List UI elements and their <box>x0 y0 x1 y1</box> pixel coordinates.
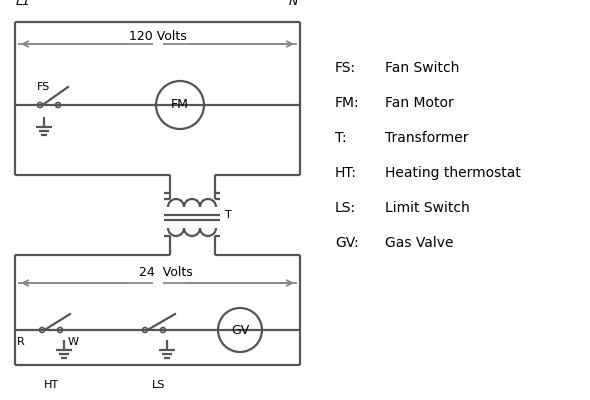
Text: T:: T: <box>335 131 347 145</box>
Text: HT: HT <box>44 380 58 390</box>
Text: T: T <box>225 210 232 220</box>
Text: LS:: LS: <box>335 201 356 215</box>
Text: LS: LS <box>152 380 166 390</box>
Text: Gas Valve: Gas Valve <box>385 236 454 250</box>
Text: 24  Volts: 24 Volts <box>139 266 192 280</box>
Text: FS:: FS: <box>335 61 356 75</box>
Text: Heating thermostat: Heating thermostat <box>385 166 521 180</box>
Text: N: N <box>289 0 298 8</box>
Text: FS: FS <box>37 82 51 92</box>
Text: W: W <box>68 337 79 347</box>
Text: HT:: HT: <box>335 166 357 180</box>
Text: Fan Switch: Fan Switch <box>385 61 460 75</box>
Text: GV: GV <box>231 324 249 336</box>
Text: 120 Volts: 120 Volts <box>129 30 186 42</box>
Text: Limit Switch: Limit Switch <box>385 201 470 215</box>
Text: FM: FM <box>171 98 189 112</box>
Text: Transformer: Transformer <box>385 131 468 145</box>
Text: GV:: GV: <box>335 236 359 250</box>
Text: FM:: FM: <box>335 96 360 110</box>
Text: R: R <box>17 337 25 347</box>
Text: L1: L1 <box>16 0 31 8</box>
Text: Fan Motor: Fan Motor <box>385 96 454 110</box>
